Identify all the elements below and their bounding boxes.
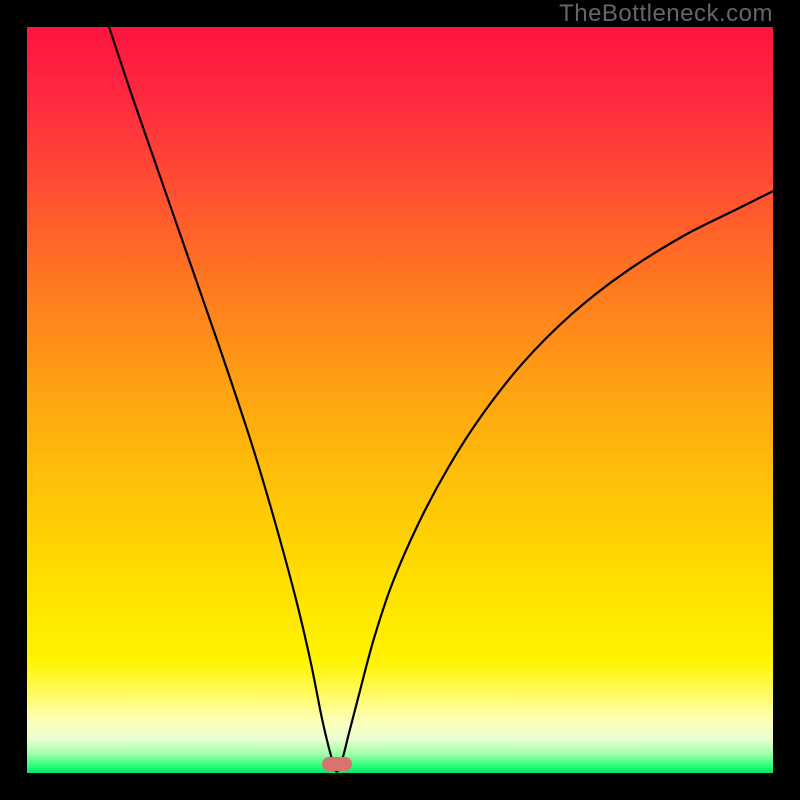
chart-container: TheBottleneck.com xyxy=(0,0,800,800)
bottleneck-curve xyxy=(27,27,773,773)
optimal-point-marker xyxy=(322,757,352,771)
curve-path xyxy=(109,27,773,772)
watermark-text: TheBottleneck.com xyxy=(559,0,773,28)
